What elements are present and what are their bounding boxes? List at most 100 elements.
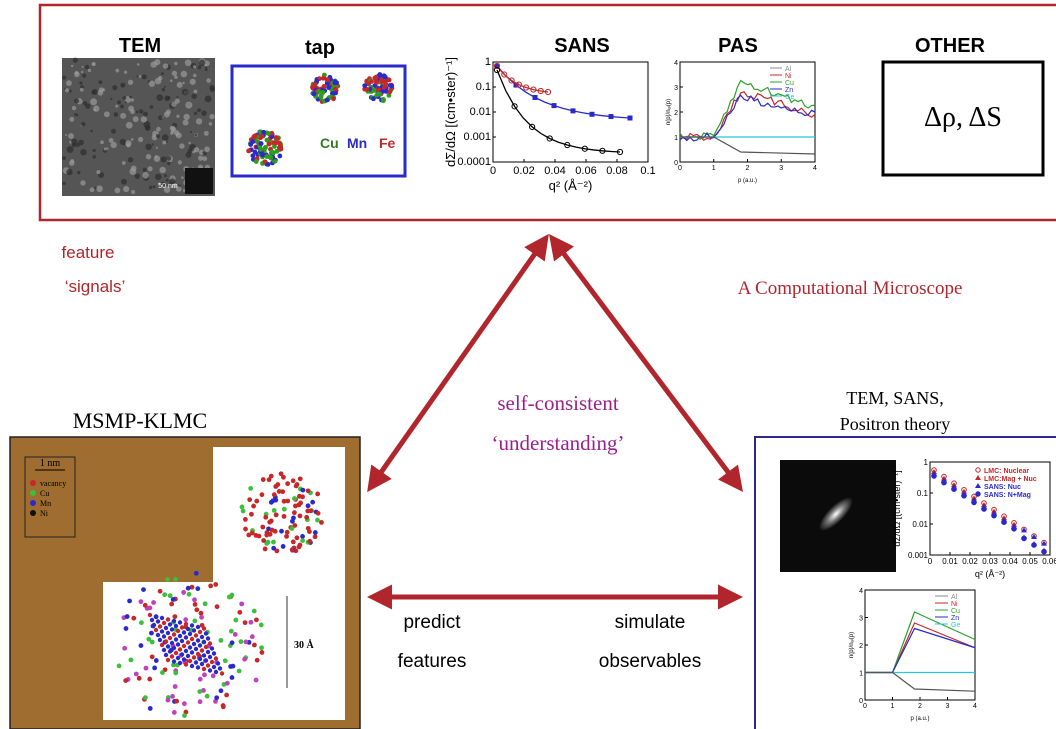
x-tick-label: 0 <box>490 165 496 177</box>
atom <box>158 589 163 594</box>
atom <box>306 503 311 508</box>
atom <box>230 593 235 598</box>
atom <box>261 477 266 482</box>
atom <box>259 645 264 650</box>
y-tick-label: 0.1 <box>917 489 929 498</box>
atom <box>310 85 315 90</box>
grain <box>81 122 86 127</box>
grain <box>153 185 156 188</box>
atom <box>164 653 168 657</box>
atom <box>230 640 235 645</box>
atom <box>280 489 285 494</box>
grain <box>120 139 126 145</box>
x-tick-label: 0.06 <box>575 165 596 177</box>
grain <box>188 142 191 145</box>
x-tick-label: 4 <box>813 165 817 172</box>
atom <box>192 619 197 624</box>
marker <box>609 114 614 119</box>
atom <box>160 629 164 633</box>
panel-title: Positron theory <box>840 414 951 434</box>
legend-label: Ni <box>40 509 49 518</box>
grain <box>164 174 167 177</box>
grain <box>62 76 66 80</box>
atom <box>223 658 228 663</box>
atom <box>164 639 168 643</box>
atom <box>362 83 367 88</box>
grain <box>162 88 165 91</box>
grain <box>80 149 86 155</box>
grain <box>195 134 198 137</box>
atom <box>194 633 198 637</box>
atom <box>128 657 133 662</box>
atom <box>272 492 277 497</box>
x-tick-label: 0.08 <box>606 165 627 177</box>
grain <box>155 174 162 181</box>
atom <box>193 602 198 607</box>
grain <box>124 71 127 74</box>
panel-title: MSMP-KLMC <box>73 408 207 433</box>
atom <box>170 627 174 631</box>
atom <box>383 75 388 80</box>
y-tick-label: 1 <box>674 135 678 142</box>
grain <box>126 122 133 129</box>
grain <box>152 143 154 145</box>
atom <box>199 611 204 616</box>
grain <box>128 157 133 162</box>
atom <box>206 636 210 640</box>
atom <box>219 688 224 693</box>
atom <box>312 92 317 97</box>
grain <box>204 64 207 67</box>
grain <box>161 156 167 162</box>
atom <box>252 609 257 614</box>
grain <box>201 110 207 116</box>
atom <box>190 650 194 654</box>
atom <box>190 664 194 668</box>
atom <box>174 624 178 628</box>
atom <box>186 586 191 591</box>
grain <box>170 79 173 82</box>
atom <box>183 617 188 622</box>
grain <box>65 88 69 92</box>
atom <box>166 698 171 703</box>
x-axis-label: q² (Å⁻²) <box>549 178 593 193</box>
x-tick-label: 3 <box>946 703 950 710</box>
grain <box>206 78 211 83</box>
atom <box>305 509 310 514</box>
grain <box>137 75 139 77</box>
atom <box>196 652 200 656</box>
atom <box>195 586 200 591</box>
atom <box>212 651 216 655</box>
atom <box>326 85 331 90</box>
atom <box>263 515 268 520</box>
atom <box>194 660 198 664</box>
grain <box>170 132 173 135</box>
grain <box>94 187 96 189</box>
atom <box>184 649 188 653</box>
atom <box>204 631 208 635</box>
grain <box>183 120 189 126</box>
grain <box>125 101 127 103</box>
legend-marker <box>30 500 36 506</box>
grain <box>167 162 170 165</box>
atom <box>270 528 275 533</box>
atom <box>131 616 136 621</box>
atom <box>307 529 312 534</box>
atom <box>202 653 206 657</box>
atom <box>214 695 219 700</box>
atom <box>260 492 265 497</box>
grain <box>88 69 91 72</box>
plot-frame <box>865 590 975 700</box>
x-tick-label: 0.02 <box>962 557 978 566</box>
atom <box>263 145 268 150</box>
atom <box>127 599 132 604</box>
marker <box>590 112 595 117</box>
grain <box>85 103 90 108</box>
atom <box>198 677 203 682</box>
grain <box>198 155 203 160</box>
grain <box>149 81 155 87</box>
grain <box>164 86 166 88</box>
grain <box>156 147 158 149</box>
atom <box>290 547 295 552</box>
atom <box>244 640 249 645</box>
grain <box>69 90 72 93</box>
